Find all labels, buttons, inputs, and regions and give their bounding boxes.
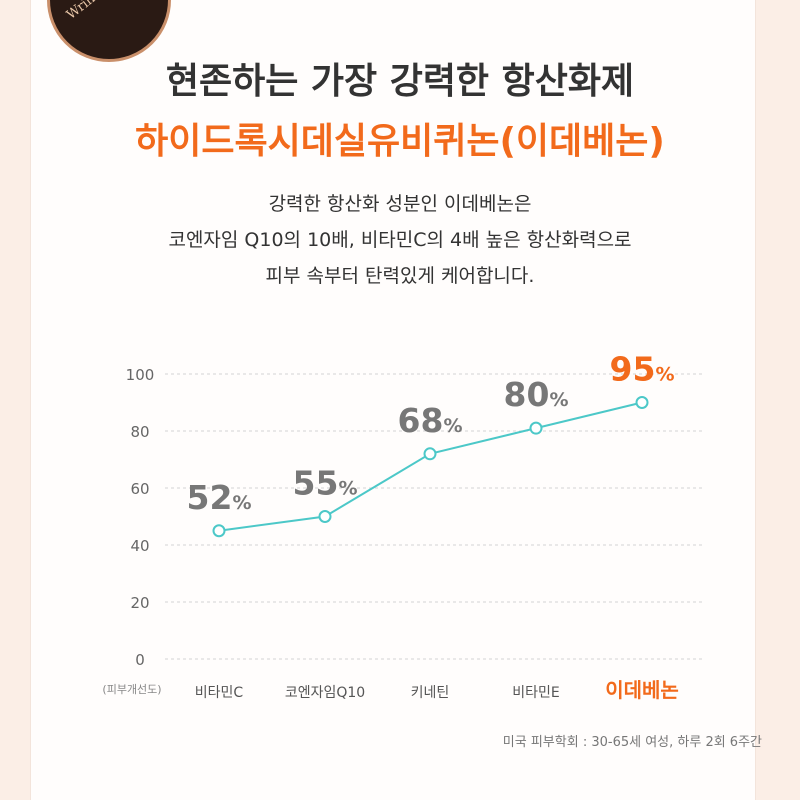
y-tick-label: 40	[130, 537, 149, 555]
x-tick-label: 코엔자임Q10	[285, 685, 365, 701]
y-tick-label: 60	[130, 480, 149, 498]
y-tick-label: 0	[135, 651, 145, 669]
x-tick-label: 비타민C	[195, 685, 244, 701]
y-tick-label: 20	[130, 594, 149, 612]
ingredient-title: 하이드록시데실유비퀴논(이데베논)	[135, 121, 665, 162]
x-tick-label: 키네틴	[411, 685, 450, 701]
data-label: 95%	[610, 350, 675, 389]
y-tick-label: 80	[130, 423, 149, 441]
headline: 현존하는 가장 강력한 항산화제	[165, 61, 635, 102]
content-card: Wrinkle · Whitening	[30, 0, 756, 800]
source-note: 미국 피부학회 : 30-65세 여성, 하루 2회 6주간	[502, 735, 762, 750]
data-point	[423, 447, 437, 461]
data-point	[212, 524, 226, 538]
x-tick-label: 비타민E	[512, 685, 560, 701]
data-label: 68%	[398, 401, 463, 440]
data-label: 80%	[504, 375, 569, 414]
data-label: 52%	[187, 478, 252, 517]
y-tick-label: 100	[126, 366, 155, 384]
data-point	[529, 421, 543, 435]
description-line: 코엔자임 Q10의 10배, 비타민C의 4배 높은 항산화력으로	[168, 229, 632, 251]
data-label: 55%	[293, 464, 358, 503]
description: 강력한 항산화 성분인 이데베논은 코엔자임 Q10의 10배, 비타민C의 4…	[0, 186, 800, 294]
description-line: 피부 속부터 탄력있게 케어합니다.	[265, 265, 535, 287]
description-line: 강력한 항산화 성분인 이데베논은	[268, 193, 532, 215]
data-point	[635, 396, 649, 409]
x-tick-label: 이데베논	[605, 678, 679, 702]
y-axis-label: (피부개선도)	[102, 683, 161, 696]
data-point	[318, 510, 332, 523]
